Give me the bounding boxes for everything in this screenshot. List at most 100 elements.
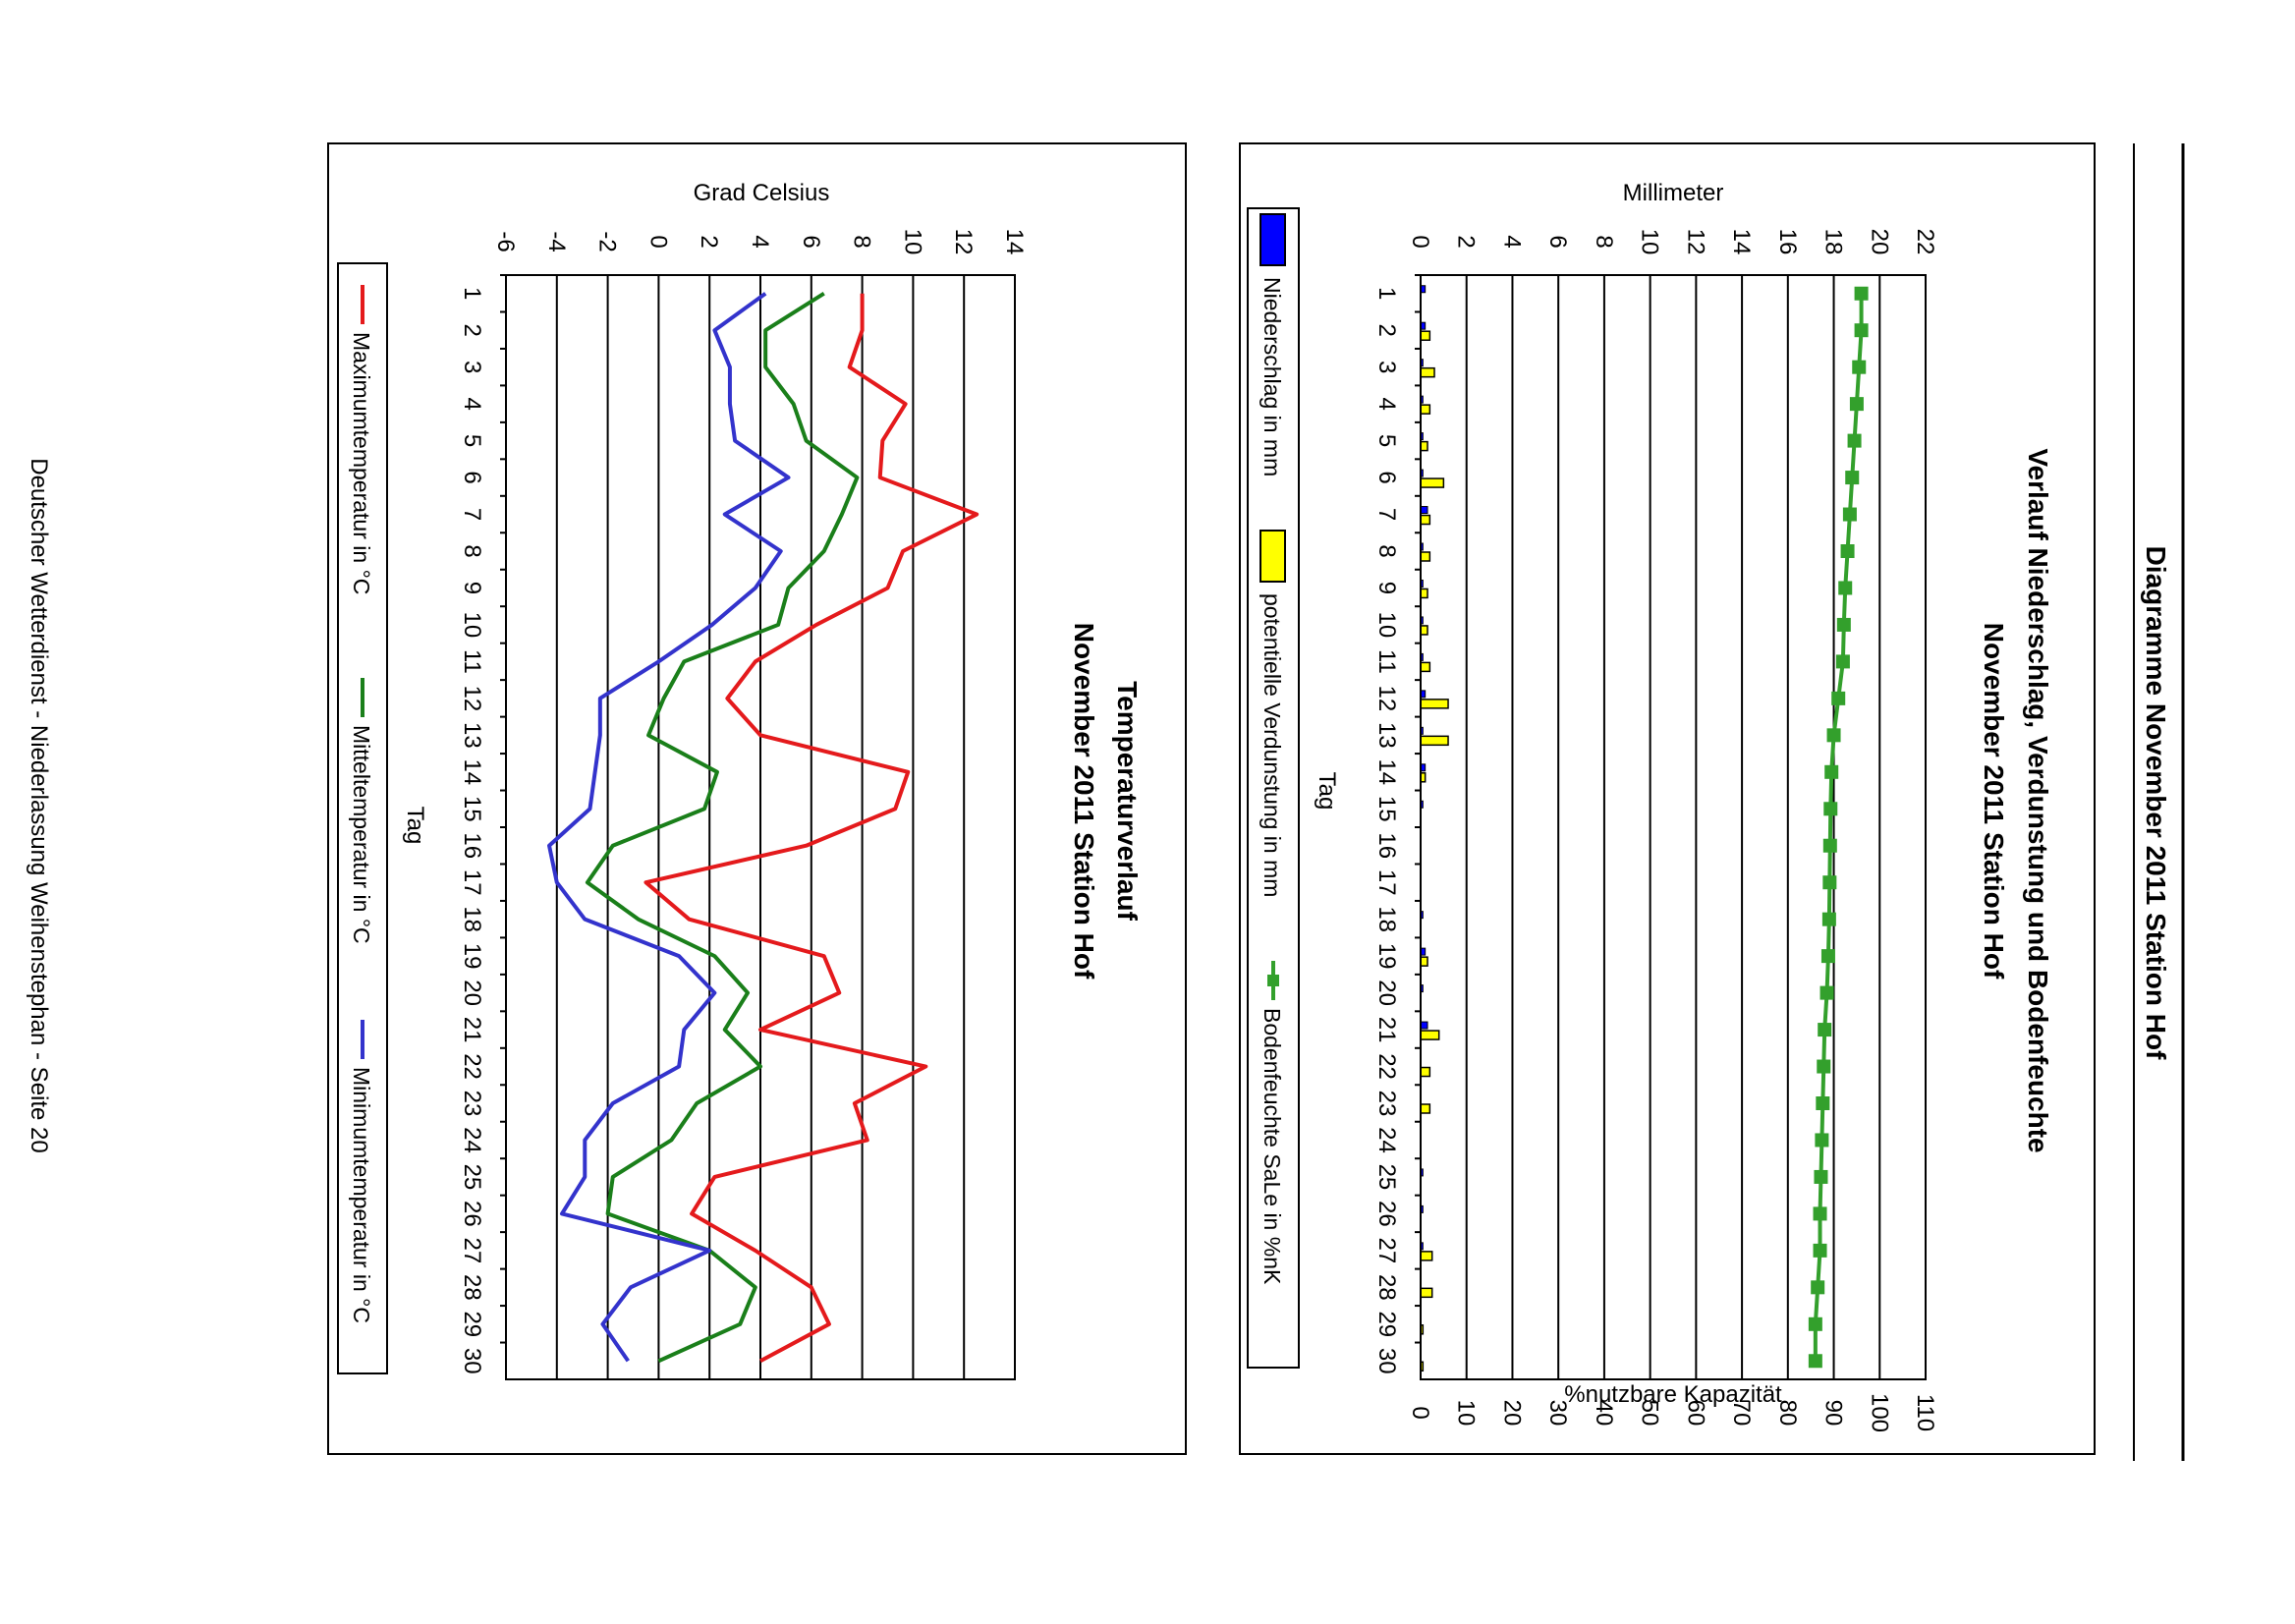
legend-swatch-precipitation: [1259, 213, 1286, 266]
soil-moisture-marker: [1817, 1059, 1831, 1074]
evaporation-bar: [1420, 330, 1431, 341]
precip-y2-tick-label: 60: [1682, 1400, 1708, 1427]
precip-y-tick-label: 8: [1591, 235, 1617, 248]
precip-y-tick-label: 18: [1820, 229, 1847, 255]
soil-moisture-marker: [1811, 1280, 1825, 1295]
legend-label-evaporation: potentielle Verdunstung in mm: [1259, 593, 1285, 897]
evaporation-bar: [1420, 440, 1428, 452]
temp-x-tick-label: 17: [459, 869, 485, 896]
legend-label-precipitation: Niederschlag in mm: [1259, 277, 1285, 476]
precip-x-tick-label: 13: [1373, 722, 1400, 749]
precip-x-tick-label: 11: [1373, 649, 1400, 674]
soil-moisture-marker: [1813, 1206, 1827, 1221]
precip-bar: [1420, 1021, 1428, 1030]
precip-y-tick-label: 4: [1498, 235, 1525, 248]
evaporation-bar: [1420, 1103, 1431, 1114]
temp-x-tick-label: 7: [459, 508, 485, 521]
precip-y2-tick-label: 110: [1912, 1394, 1938, 1431]
evaporation-bar: [1420, 477, 1445, 488]
precip-x-tick-label: 23: [1373, 1091, 1400, 1117]
evaporation-bar: [1420, 699, 1449, 709]
evaporation-bar: [1420, 551, 1431, 562]
soil-moisture-series: [1808, 286, 1869, 1369]
evaporation-bar: [1420, 625, 1428, 636]
precip-x-tick-label: 10: [1373, 612, 1400, 639]
precip-x-tick-labels: 1234567891011121314151617181920212223242…: [1373, 274, 1421, 1374]
precip-y2-tick-label: 30: [1544, 1400, 1571, 1427]
precip-y-tick-label: 6: [1544, 235, 1571, 248]
legend-label-soil-moisture: Bodenfeuchte SaLe in %nK: [1259, 1008, 1285, 1285]
precip-x-tick-label: 19: [1373, 943, 1400, 970]
precip-x-tick-label: 1: [1373, 287, 1400, 300]
precip-y-tick-labels: 0 2 4 6 8 10 12 14 16 18 20 22: [1407, 229, 1938, 255]
temp-plot-border: [505, 274, 1016, 1380]
soil-moisture-marker: [1819, 985, 1834, 1000]
temp-legend-box: [337, 262, 388, 1374]
temp-x-tick-label: 24: [459, 1127, 485, 1153]
temp-x-tick-label: 5: [459, 434, 485, 447]
page-footer: Deutscher Wetterdienst - Niederlassung W…: [26, 458, 52, 1153]
temp-x-tick-label: 16: [459, 832, 485, 859]
precip-x-tick-label: 8: [1373, 544, 1400, 557]
temp-x-tick-label: 18: [459, 906, 485, 932]
soil-moisture-marker: [1854, 323, 1869, 338]
soil-moisture-marker: [1852, 360, 1867, 374]
precip-chart-title: Verlauf Niederschlag, Verdunstung und Bo…: [2023, 448, 2053, 1152]
evaporation-bar: [1420, 1066, 1431, 1078]
precip-bars: [1420, 285, 1449, 1372]
precip-y2-tick-label: 20: [1498, 1400, 1525, 1427]
soil-moisture-marker: [1814, 1169, 1828, 1184]
precip-x-tick-label: 29: [1373, 1311, 1400, 1337]
temp-x-tick-label: 6: [459, 471, 485, 483]
soil-moisture-marker: [1845, 471, 1860, 485]
temp-x-tick-label: 14: [459, 758, 485, 785]
legend-swatch-evaporation: [1259, 530, 1286, 583]
temp-x-tick-label: 19: [459, 943, 485, 970]
evaporation-bar: [1420, 588, 1428, 599]
precip-x-tick-label: 14: [1373, 758, 1400, 785]
precip-x-tick-label: 24: [1373, 1127, 1400, 1153]
temp-x-tick-label: 28: [459, 1274, 485, 1301]
temp-y-tick-label: 8: [849, 235, 875, 248]
legend-label-min-temp: Minimumtemperatur in °C: [349, 1067, 374, 1323]
precip-x-tick-label: 3: [1373, 361, 1400, 373]
temp-x-axis-label: Tag: [402, 807, 428, 845]
precip-x-tick-label: 6: [1373, 471, 1400, 483]
precip-x-tick-label: 4: [1373, 397, 1400, 410]
temp-y-tick-label: -4: [543, 231, 570, 252]
precip-legend-box: [1247, 207, 1300, 1369]
soil-moisture-marker: [1849, 397, 1864, 412]
precip-x-tick-label: 27: [1373, 1238, 1400, 1264]
temp-x-tick-label: 12: [459, 686, 485, 712]
precip-x-axis-label: Tag: [1314, 772, 1340, 811]
precip-y-tick-label: 22: [1912, 229, 1938, 255]
temp-y-tick-label: -6: [492, 231, 519, 252]
precip-legend: Niederschlag in mm potentielle Verdunstu…: [1247, 207, 1300, 1369]
temp-x-tick-label: 11: [459, 649, 485, 674]
evaporation-bar: [1420, 514, 1431, 526]
soil-moisture-marker: [1823, 802, 1838, 816]
precip-y-tick-label: 16: [1774, 229, 1801, 255]
temp-x-tick-label: 1: [459, 287, 485, 300]
temp-x-tick-labels: 1234567891011121314151617181920212223242…: [459, 274, 506, 1374]
precip-x-tick-label: 2: [1373, 324, 1400, 337]
soil-moisture-marker: [1808, 1316, 1822, 1331]
precip-x-tick-label: 30: [1373, 1348, 1400, 1374]
temp-y-tick-label: 12: [950, 229, 977, 255]
mean-temp-line: [585, 292, 860, 1364]
temp-x-tick-label: 21: [459, 1017, 485, 1043]
soil-moisture-marker: [1842, 507, 1857, 522]
legend-label-max-temp: Maximumtemperatur in °C: [349, 332, 374, 594]
precip-y2-tick-label: 10: [1453, 1400, 1480, 1427]
temp-chart: Temperaturverlauf November 2011 Station …: [337, 180, 1143, 1380]
precip-y-axis-label: Millimeter: [1623, 180, 1724, 206]
soil-moisture-marker: [1838, 581, 1853, 595]
temp-legend: Maximumtemperatur in °C Mitteltemperatur…: [337, 262, 388, 1374]
precip-y2-tick-label: 70: [1728, 1400, 1755, 1427]
precip-x-tick-label: 17: [1373, 869, 1400, 896]
precip-x-tick-label: 20: [1373, 980, 1400, 1006]
soil-moisture-marker: [1821, 912, 1836, 926]
temp-y-tick-label: -2: [594, 231, 621, 252]
soil-moisture-marker: [1820, 949, 1835, 964]
